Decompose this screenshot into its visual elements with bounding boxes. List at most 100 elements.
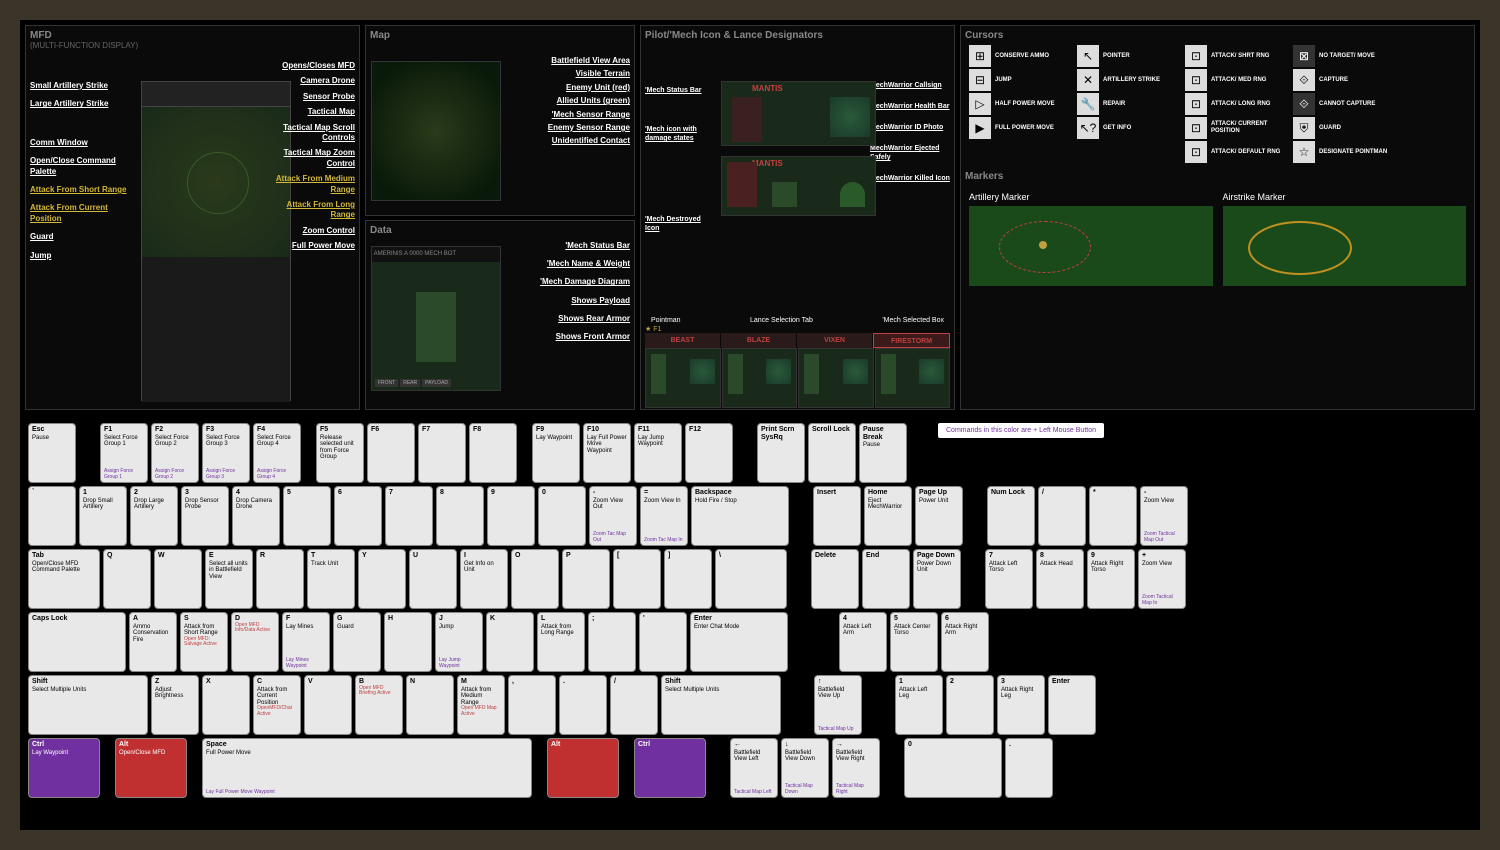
markers-title: Markers: [965, 171, 1470, 182]
keyboard-key: 8Attack Head: [1036, 549, 1084, 609]
keyboard-key: IGet Info on Unit: [460, 549, 508, 609]
keyboard-key: 2: [946, 675, 994, 735]
keyboard-key: Y: [358, 549, 406, 609]
callout-label: MechWarrior Callsign: [870, 81, 950, 90]
keyboard-key: Pause BreakPause: [859, 423, 907, 483]
keyboard-key: +Zoom ViewZoom Tactical Map In: [1138, 549, 1186, 609]
callout-label: 'Mech Status Bar: [645, 86, 715, 95]
keyboard-key: F4Select Force Group 4Assign Force Group…: [253, 423, 301, 483]
keyboard-key: Enter: [1048, 675, 1096, 735]
cursor-item: [1077, 141, 1179, 163]
keyboard-key: 4Attack Left Arm: [839, 612, 887, 672]
cursors-grid: ⊞CONSERVE AMMO↖POINTER⊡ATTACK/ SHRT RNG⊠…: [965, 41, 1470, 167]
callout-label: Allied Units (green): [510, 96, 630, 106]
cursor-icon: ⟐: [1293, 93, 1315, 115]
cursor-label: CONSERVE AMMO: [995, 53, 1049, 60]
callout-label: Small Artillery Strike: [30, 81, 130, 91]
keyboard-key: 7Attack Left Torso: [985, 549, 1033, 609]
callout-label: Unidentified Contact: [510, 136, 630, 146]
keyboard-key: Insert: [813, 486, 861, 546]
keyboard-key: TTrack Unit: [307, 549, 355, 609]
keyboard-row: TabOpen/Close MFD Command PaletteQWESele…: [28, 549, 1472, 609]
lance-unit: [875, 348, 951, 408]
mfd-title: MFD: [30, 30, 355, 41]
keyboard-key: V: [304, 675, 352, 735]
keyboard-key: 4Drop Camera Drone: [232, 486, 280, 546]
callout-label: Camera Drone: [275, 76, 355, 86]
mech-title: Pilot/'Mech Icon & Lance Designators: [645, 30, 950, 41]
keyboard-key: 8: [436, 486, 484, 546]
cursor-item: ⊡ATTACK/ SHRT RNG: [1185, 45, 1287, 67]
cursors-title: Cursors: [965, 30, 1470, 41]
callout-label: Zoom Control: [275, 226, 355, 236]
marker-air-img: [1223, 206, 1467, 286]
keyboard-key: FLay MinesLay Mines Waypoint: [282, 612, 330, 672]
mfd-subtitle: (MULTI-FUNCTION DISPLAY): [30, 41, 355, 50]
keyboard-key: MAttack from Medium RangeOpen MFD Map Ac…: [457, 675, 505, 735]
lance-tab: VIXEN: [797, 333, 872, 348]
keyboard-key: EnterEnter Chat Mode: [690, 612, 788, 672]
cursor-item: ↖?GET INFO: [1077, 117, 1179, 139]
keyboard-key: 1Attack Left Leg: [895, 675, 943, 735]
keyboard-row: CtrlLay WaypointAltOpen/Close MFDSpaceFu…: [28, 738, 1472, 798]
callout-label: Visible Terrain: [510, 69, 630, 79]
data-screenshot: AMERINIS A 0000 MECH BOT FRONTREARPAYLOA…: [371, 246, 501, 391]
map-screenshot: [371, 61, 501, 201]
keyboard-key: 3Drop Sensor Probe: [181, 486, 229, 546]
keyboard-row: Caps LockAAmmo Conservation FireSAttack …: [28, 612, 1472, 672]
cursor-label: REPAIR: [1103, 101, 1125, 108]
keyboard-key: =Zoom View InZoom Tac Map In: [640, 486, 688, 546]
callout-label: Comm Window: [30, 138, 130, 148]
cursor-item: ⊡ATTACK/ LONG RNG: [1185, 93, 1287, 115]
callout-label: MechWarrior Killed Icon: [870, 174, 950, 183]
keyboard-key: F2Select Force Group 2Assign Force Group…: [151, 423, 199, 483]
cursor-item: ⛨GUARD: [1293, 117, 1395, 139]
keyboard-key: .: [559, 675, 607, 735]
keyboard-key: Alt: [547, 738, 619, 798]
keyboard-key: 0: [538, 486, 586, 546]
cursor-item: ⊡ATTACK/ MED RNG: [1185, 69, 1287, 91]
cursor-icon: 🔧: [1077, 93, 1099, 115]
lance-unit: [645, 348, 721, 408]
callout-label: Jump: [30, 251, 130, 261]
keyboard-key: W: [154, 549, 202, 609]
cursors-panel: Cursors ⊞CONSERVE AMMO↖POINTER⊡ATTACK/ S…: [960, 25, 1475, 410]
lance-tab: FIRESTORM: [873, 333, 950, 348]
cursor-item: ▶ FULL POWER MOVE: [969, 117, 1071, 139]
keyboard-key: End: [862, 549, 910, 609]
cursor-item: ⊡ATTACK/ CURRENT POSITION: [1185, 117, 1287, 139]
keyboard-key: /: [610, 675, 658, 735]
keyboard-key: Caps Lock: [28, 612, 126, 672]
cursor-label: ATTACK/ LONG RNG: [1211, 101, 1270, 108]
marker-arty-title: Artillery Marker: [969, 192, 1213, 202]
keyboard-key: ↓Battlefield View DownTactical Map Down: [781, 738, 829, 798]
cursor-label: ATTACK/ DEFAULT RNG: [1211, 149, 1280, 156]
cursor-label: DESIGNATE POINTMAN: [1319, 149, 1387, 156]
cursor-label: ATTACK/ MED RNG: [1211, 77, 1266, 84]
keyboard-key: F3Select Force Group 3Assign Force Group…: [202, 423, 250, 483]
keyboard-key: Delete: [811, 549, 859, 609]
cursor-label: POINTER: [1103, 53, 1130, 60]
lance-unit: [798, 348, 874, 408]
cursor-item: ✕ARTILLERY STRIKE: [1077, 69, 1179, 91]
cursor-icon: ▶: [969, 117, 991, 139]
cursor-item: [969, 141, 1071, 163]
cursor-icon: ⊡: [1185, 117, 1207, 139]
keyboard-key: HomeEject MechWarrior: [864, 486, 912, 546]
map-panel: Map Battlefield View AreaVisible Terrain…: [365, 25, 635, 216]
cursor-icon: ↖?: [1077, 117, 1099, 139]
keyboard-key: F10Lay Full Power Move Waypoint: [583, 423, 631, 483]
keyboard-key: 9: [487, 486, 535, 546]
cursor-label: FULL POWER MOVE: [995, 125, 1054, 132]
keyboard-key: H: [384, 612, 432, 672]
cursor-label: JUMP: [995, 77, 1012, 84]
keyboard-key: JJumpLay Jump Waypoint: [435, 612, 483, 672]
cursor-item: ▷HALF POWER MOVE: [969, 93, 1071, 115]
keyboard-key: \: [715, 549, 787, 609]
keyboard-key: AAmmo Conservation Fire: [129, 612, 177, 672]
mfd-panel: MFD (MULTI-FUNCTION DISPLAY) Small Artil…: [25, 25, 360, 410]
cursor-item: ↖POINTER: [1077, 45, 1179, 67]
keyboard-row: EscPauseF1Select Force Group 1Assign For…: [28, 423, 1472, 483]
keyboard-key: R: [256, 549, 304, 609]
callout-label: MechWarrior ID Photo: [870, 123, 950, 132]
